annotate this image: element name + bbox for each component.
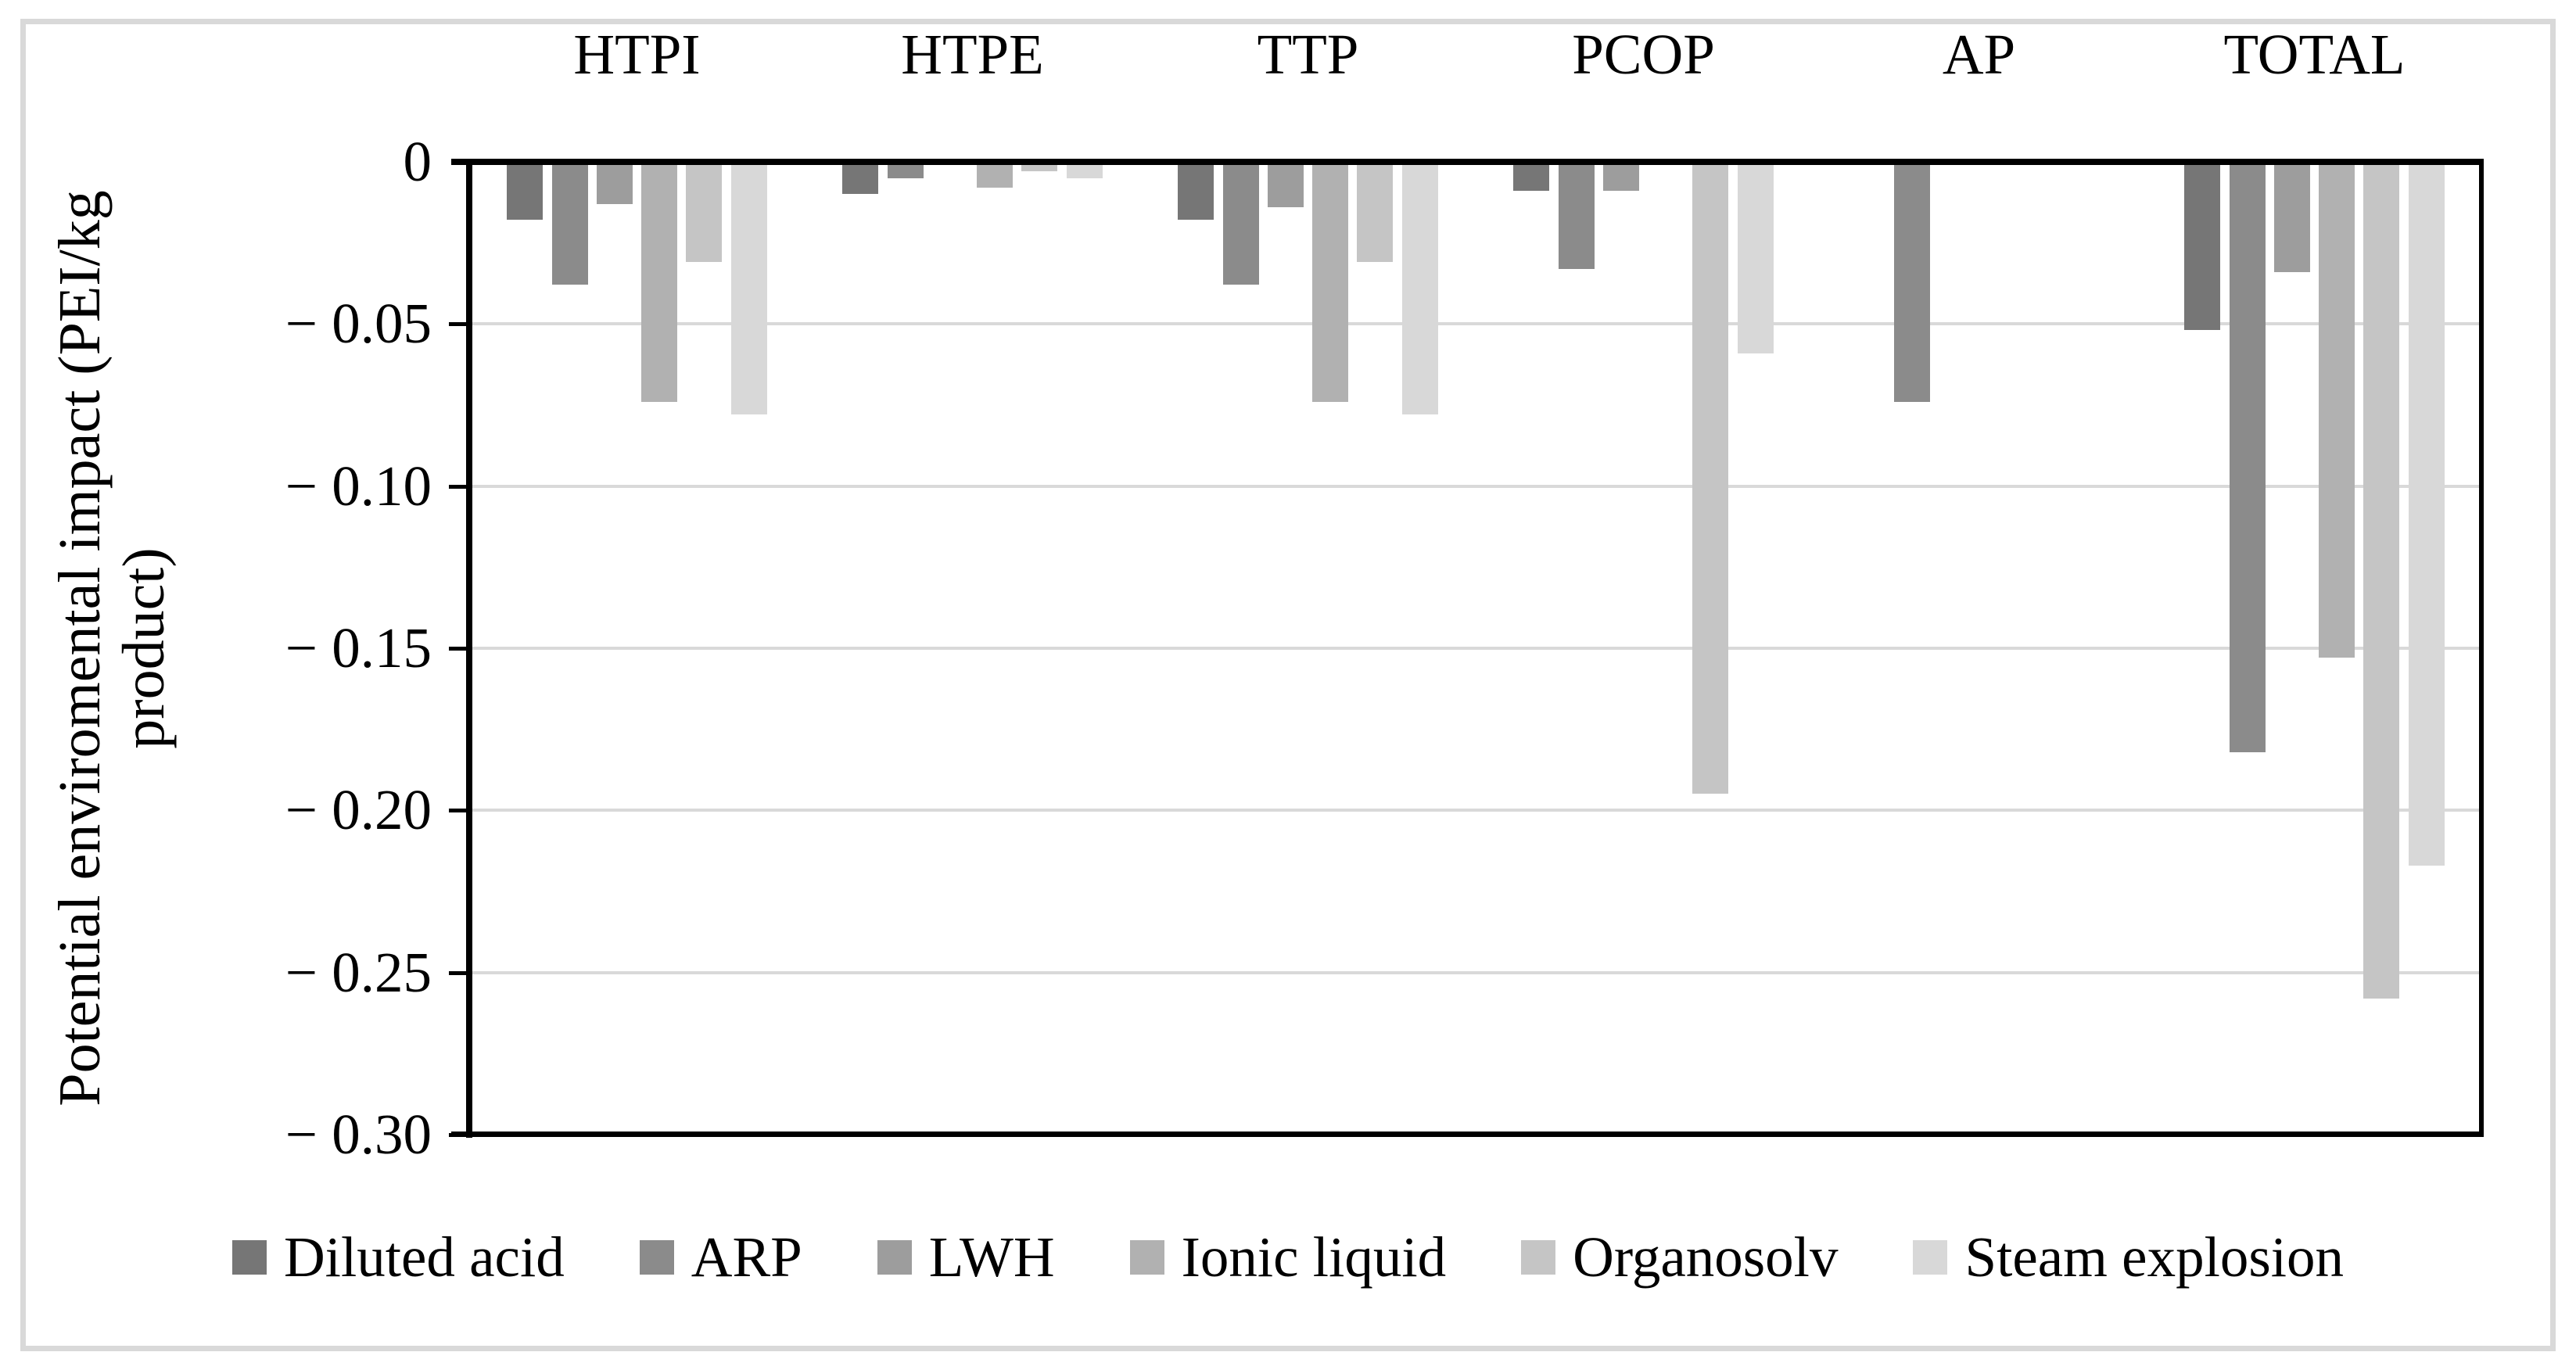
category-label-total: TOTAL xyxy=(2223,23,2406,86)
y-axis-title: Potential enviromental impact (PEI/kg pr… xyxy=(47,101,177,1196)
zero-axis-line xyxy=(451,159,2484,165)
legend-item-steam-explosion: Steam explosion xyxy=(1913,1226,2344,1289)
category-label-ap: AP xyxy=(1942,23,2016,86)
gridline xyxy=(469,647,2482,650)
y-axis-tick-label: 0 xyxy=(403,130,432,193)
legend-swatch xyxy=(1521,1240,1556,1275)
legend-item-lwh: LWH xyxy=(877,1226,1055,1289)
bar-pcop-arp xyxy=(1558,165,1595,269)
legend-label: Organosolv xyxy=(1573,1225,1839,1289)
bar-pcop-lwh xyxy=(1602,165,1639,191)
bar-htpe-diluted-acid xyxy=(842,165,879,194)
y-axis-tick xyxy=(449,809,469,813)
legend-item-diluted-acid: Diluted acid xyxy=(231,1225,565,1289)
bar-htpe-organosolv xyxy=(1021,165,1058,171)
legend-label: Diluted acid xyxy=(283,1225,565,1289)
bar-htpi-steam-explosion xyxy=(730,165,767,414)
y-axis-title-line-2: product) xyxy=(111,547,177,749)
bar-total-arp xyxy=(2229,165,2266,752)
bar-htpe-ionic-liquid xyxy=(977,165,1014,188)
gridline xyxy=(469,484,2482,488)
plot-area xyxy=(469,162,2482,1135)
y-axis-tick xyxy=(449,970,469,975)
bar-total-organosolv xyxy=(2363,165,2400,999)
bar-ttp-ionic-liquid xyxy=(1312,165,1349,402)
y-axis-tick-label: − 0.05 xyxy=(285,292,432,356)
category-label-htpi: HTPI xyxy=(573,23,701,86)
legend-label: Ionic liquid xyxy=(1181,1225,1447,1289)
legend-label: LWH xyxy=(928,1225,1055,1289)
bar-htpe-arp xyxy=(887,165,924,178)
bar-htpi-lwh xyxy=(596,165,633,204)
bar-ttp-lwh xyxy=(1267,165,1304,207)
legend-swatch xyxy=(231,1240,267,1275)
legend-swatch xyxy=(639,1240,674,1275)
legend-label: ARP xyxy=(691,1225,802,1289)
legend-item-arp: ARP xyxy=(639,1225,802,1289)
y-axis-title-line-1: Potential enviromental impact (PEI/kg xyxy=(47,190,113,1106)
bar-total-ionic-liquid xyxy=(2319,165,2355,658)
gridline xyxy=(469,809,2482,812)
bar-total-steam-explosion xyxy=(2408,165,2445,866)
y-axis-tick-label: − 0.15 xyxy=(285,616,432,680)
y-axis-tick xyxy=(449,647,469,651)
bar-total-diluted-acid xyxy=(2184,165,2221,330)
gridline xyxy=(469,970,2482,974)
category-label-pcop: PCOP xyxy=(1572,23,1715,86)
bar-ttp-diluted-acid xyxy=(1178,165,1214,220)
y-axis-tick-label: − 0.10 xyxy=(285,454,432,518)
figure-border xyxy=(20,19,2556,1351)
gridline xyxy=(469,322,2482,326)
legend-swatch xyxy=(1913,1240,1948,1275)
plot-right-border xyxy=(2479,162,2484,1137)
bar-pcop-diluted-acid xyxy=(1513,165,1550,191)
y-axis-tick-label: − 0.20 xyxy=(285,778,432,842)
legend-swatch xyxy=(1129,1240,1164,1275)
bar-ttp-steam-explosion xyxy=(1401,165,1438,414)
category-label-ttp: TTP xyxy=(1257,23,1359,86)
bar-htpe-steam-explosion xyxy=(1066,165,1103,178)
bar-pcop-steam-explosion xyxy=(1737,165,1774,353)
bar-ap-arp xyxy=(1893,165,1930,402)
legend-item-organosolv: Organosolv xyxy=(1521,1226,1838,1289)
y-axis-tick xyxy=(449,1133,469,1137)
bar-total-lwh xyxy=(2273,165,2310,272)
bar-ttp-arp xyxy=(1222,165,1259,285)
y-axis-tick xyxy=(449,484,469,489)
bar-ttp-organosolv xyxy=(1357,165,1394,262)
bar-htpi-diluted-acid xyxy=(507,165,544,220)
y-axis-tick xyxy=(449,322,469,327)
legend-item-ionic-liquid: Ionic liquid xyxy=(1129,1225,1447,1289)
legend: Diluted acid ARP LWH Ionic liquid Organosolv… xyxy=(0,1226,2576,1289)
y-axis-line xyxy=(466,159,472,1138)
legend-label: Steam explosion xyxy=(1964,1225,2345,1289)
bar-htpi-arp xyxy=(551,165,588,285)
plot-bottom-border xyxy=(451,1132,2484,1137)
y-axis-tick-label: − 0.30 xyxy=(285,1103,432,1166)
bar-htpi-organosolv xyxy=(686,165,723,262)
category-label-htpe: HTPE xyxy=(901,23,1044,86)
y-axis-tick-label: − 0.25 xyxy=(285,940,432,1004)
bar-pcop-organosolv xyxy=(1692,165,1729,794)
bar-htpi-ionic-liquid xyxy=(641,165,678,402)
legend-swatch xyxy=(877,1240,912,1275)
